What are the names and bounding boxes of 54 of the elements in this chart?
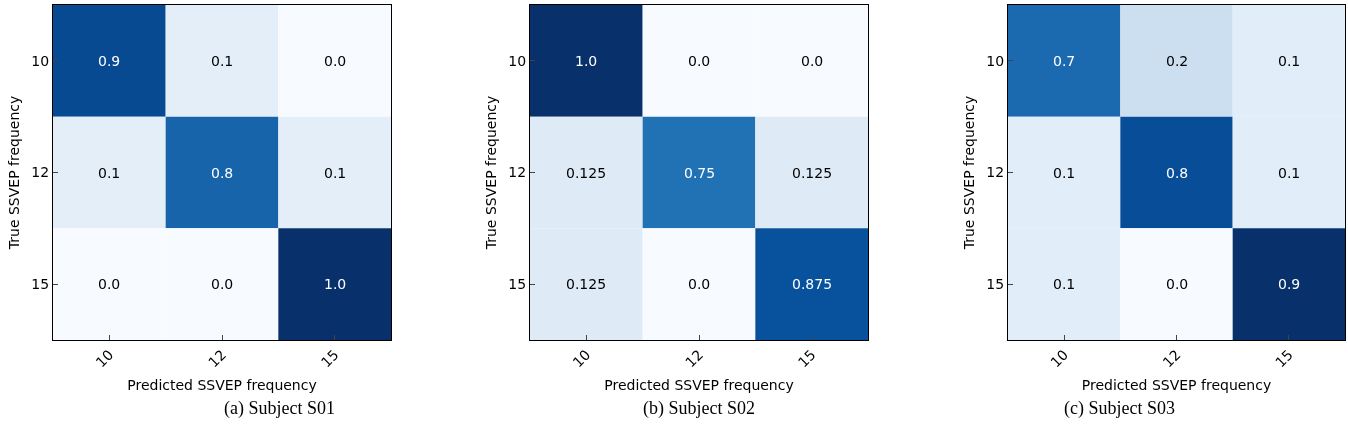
x-tick-label: 12 [682,346,707,371]
text: (c) Subject S03 [1064,398,1175,419]
y-tick-label: 10 [508,52,527,69]
data-label: 0.75 [684,165,716,181]
data-label: 0.0 [801,53,824,69]
data-label: 0.9 [98,53,121,69]
x-tick-label: 10 [569,346,594,371]
data-label: 0.2 [1166,53,1189,69]
data-label: 0.0 [324,53,347,69]
data-label: 1.0 [575,53,598,69]
x-tick-label: 12 [205,346,230,371]
data-label: 0.0 [1166,276,1189,292]
data-label: 0.1 [98,165,121,181]
data-label: 1.0 [324,276,347,292]
data-label: 0.8 [1166,165,1189,181]
x-tick-label: 12 [1159,346,1184,371]
x-axis-title: Predicted SSVEP frequency [1081,376,1272,393]
data-label: 0.0 [211,276,234,292]
y-axis-title: True SSVEP frequency [482,95,499,251]
text: (a) Subject S01 [224,398,335,419]
data-label: 0.1 [1278,165,1301,181]
data-label: 0.125 [566,165,607,181]
data-label: 0.1 [1053,165,1076,181]
data-label: 0.0 [688,276,711,292]
y-axis-title: True SSVEP frequency [5,95,22,251]
data-label: 0.1 [324,165,347,181]
text: (b) Subject S02 [643,398,755,419]
data-label: 0.0 [98,276,121,292]
x-tick-label: 15 [317,346,342,371]
x-tick-label: 10 [92,346,117,371]
x-tick-label: 10 [1047,346,1072,371]
data-label: 0.9 [1278,276,1301,292]
x-tick-label: 15 [794,346,819,371]
y-tick-label: 10 [31,52,50,69]
y-axis-title: True SSVEP frequency [960,95,977,251]
y-tick-label: 15 [986,276,1005,293]
y-tick-label: 15 [31,276,50,293]
data-label: 0.125 [792,165,833,181]
data-label: 0.875 [792,276,833,292]
data-label: 0.7 [1053,53,1076,69]
data-label: 0.0 [688,53,711,69]
data-label: 0.8 [211,165,234,181]
y-tick-label: 15 [508,276,527,293]
data-label: 0.1 [1053,276,1076,292]
data-label: 0.1 [211,53,234,69]
x-tick-label: 15 [1271,346,1296,371]
y-tick-label: 12 [31,164,50,181]
y-tick-label: 12 [986,164,1005,181]
data-label: 0.125 [566,276,607,292]
x-axis-title: Predicted SSVEP frequency [127,376,317,393]
y-tick-label: 12 [508,164,527,181]
data-label: 0.1 [1278,53,1301,69]
x-axis-title: Predicted SSVEP frequency [604,376,794,393]
y-tick-label: 10 [986,52,1005,69]
